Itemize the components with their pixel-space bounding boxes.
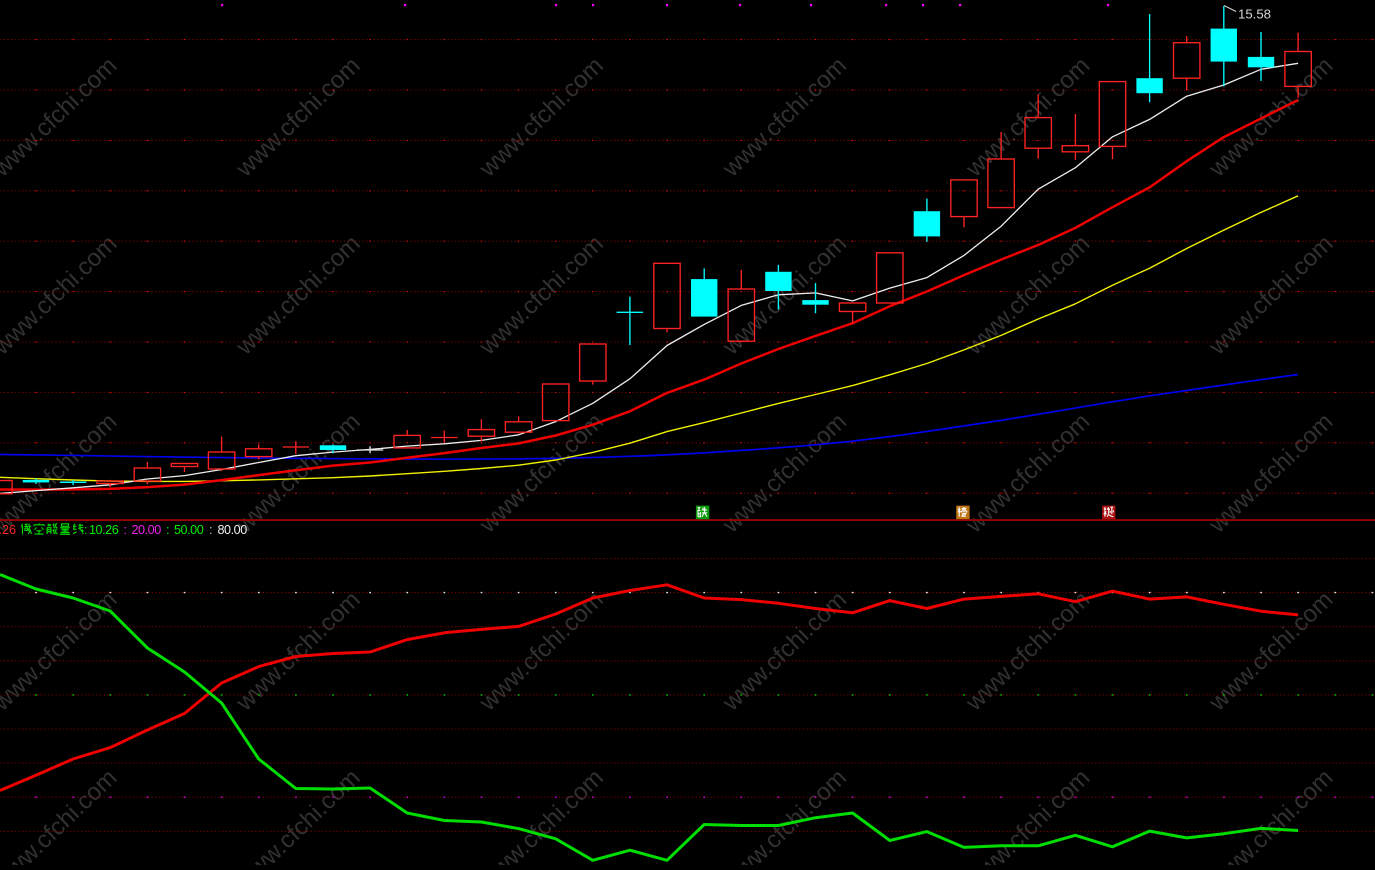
svg-text:15.58: 15.58 [1238, 7, 1271, 22]
svg-text:20.00: 20.00 [132, 523, 162, 537]
svg-text::: : [209, 523, 213, 537]
svg-text:0.26: 0.26 [0, 523, 16, 537]
svg-text:10.26: 10.26 [89, 523, 119, 537]
svg-text::: : [124, 523, 128, 537]
svg-text::: : [166, 523, 170, 537]
svg-text:50.00: 50.00 [174, 523, 204, 537]
svg-text::: : [84, 523, 88, 537]
svg-text:80.00: 80.00 [218, 523, 248, 537]
